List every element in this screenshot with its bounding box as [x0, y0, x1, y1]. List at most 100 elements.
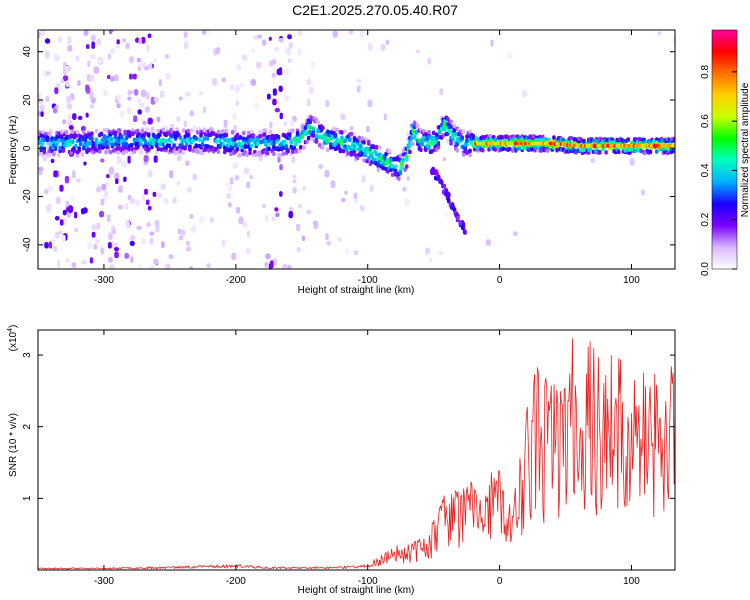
spectrogram-cell	[141, 238, 147, 246]
spectrogram-cell	[444, 212, 449, 218]
spectrogram-cell	[488, 134, 493, 139]
spectrogram-cell	[202, 30, 206, 35]
spectrogram-cell	[67, 45, 73, 52]
spectrogram-cell	[47, 149, 51, 154]
spectrogram-cell	[224, 132, 229, 138]
spectrogram-cell	[141, 36, 146, 44]
spectrogram-cell	[87, 241, 93, 250]
spectrogram-cell	[54, 231, 60, 239]
spectrogram-cell	[446, 138, 450, 144]
spectrogram-cell	[163, 198, 169, 205]
spectrogram-cell	[610, 140, 615, 145]
spectrogram-cell	[67, 36, 72, 45]
spectrogram-cell	[153, 58, 157, 63]
spectrogram-cell	[325, 100, 330, 108]
spectrogram-cell	[326, 241, 332, 246]
spectrogram-cell	[552, 135, 556, 140]
spectrogram-ytick-label: -40	[22, 237, 33, 252]
spectrogram-cell	[658, 31, 662, 36]
spectrogram-cell	[216, 47, 220, 55]
spectrogram-cell	[139, 138, 143, 143]
spectrogram-cell	[268, 129, 273, 135]
spectrogram-cell	[261, 39, 267, 46]
spectrogram-cell	[308, 86, 314, 95]
spectrogram-cell	[127, 155, 131, 164]
spectrogram-cell	[80, 208, 86, 215]
spectrogram-cell	[371, 144, 376, 149]
spectrogram-cell	[192, 173, 197, 181]
spectrogram-cell	[360, 136, 365, 141]
spectrogram-cell	[555, 147, 559, 153]
spectrogram-cell	[265, 151, 270, 156]
spectrogram-cell	[111, 228, 117, 235]
spectrogram-cell	[142, 120, 147, 126]
spectrogram-cell	[297, 148, 301, 154]
spectrogram-cell	[186, 187, 192, 193]
spectrogram-cell	[249, 175, 253, 180]
spectrogram-cell	[292, 174, 297, 179]
spectrogram-cell	[71, 139, 75, 144]
spectrogram-cell	[158, 132, 162, 137]
spectrogram-cell	[311, 129, 316, 135]
spectrogram-cell	[39, 104, 45, 113]
spectrogram-cell	[216, 129, 221, 135]
spectrogram-cell	[205, 136, 210, 141]
spectrogram-cell	[267, 93, 271, 100]
spectrogram-cell	[226, 192, 231, 199]
spectrogram-cell	[189, 266, 193, 269]
spectrogram-cell	[107, 74, 111, 80]
spectrogram-cell	[114, 251, 119, 259]
spectrogram-cell	[383, 113, 387, 121]
spectrogram-cell	[454, 131, 458, 137]
spectrogram-cell	[93, 66, 100, 74]
spectrogram-cell	[154, 143, 159, 148]
snr-plot-area	[38, 330, 675, 570]
spectrogram-cell	[386, 169, 390, 174]
spectrogram-cell	[346, 151, 350, 156]
spectrogram-cell	[411, 129, 415, 134]
spectrogram-cell	[270, 135, 274, 140]
spectrogram-cell	[238, 152, 243, 157]
spectrogram-cell	[288, 206, 294, 212]
spectrogram-cell	[278, 38, 284, 43]
spectrogram-cell	[117, 158, 123, 163]
spectrogram-cell	[52, 151, 56, 156]
spectrogram-cell	[108, 166, 115, 175]
spectrogram-cell	[147, 170, 153, 178]
spectrogram-cell	[155, 226, 160, 233]
spectrogram-cell	[279, 164, 283, 171]
spectrogram-cell	[507, 146, 512, 152]
spectrogram-cell	[124, 203, 129, 210]
spectrogram-cell	[199, 216, 205, 224]
spectrogram-cell	[433, 140, 437, 145]
spectrogram-cell	[238, 216, 244, 225]
spectrogram-cell	[104, 135, 108, 141]
spectrogram-cell	[427, 129, 431, 135]
spectrogram-cell	[302, 145, 306, 150]
spectrogram-cell	[332, 126, 336, 132]
spectrogram-cell	[150, 126, 155, 135]
spectrogram-cell	[56, 83, 61, 88]
spectrogram-cell	[94, 137, 99, 142]
snr-xtick-label: 100	[623, 576, 640, 587]
spectrogram-cell	[321, 145, 325, 150]
spectrogram-cell	[128, 133, 132, 138]
spectrogram-cell	[271, 72, 277, 78]
spectrogram-cell	[161, 241, 165, 249]
spectrogram-cell	[98, 58, 102, 64]
spectrogram-cell	[295, 131, 300, 136]
spectrogram-cell	[228, 186, 233, 192]
spectrogram-cell	[100, 198, 105, 206]
spectrogram-cell	[96, 222, 101, 230]
spectrogram-cell	[302, 185, 307, 191]
spectrogram-cell	[325, 147, 330, 153]
spectrogram-cell	[306, 135, 311, 141]
spectrogram-cell	[534, 137, 539, 143]
spectrogram-cell	[89, 74, 95, 82]
spectrogram-cell	[314, 133, 319, 139]
spectrogram-cell	[99, 131, 104, 137]
spectrogram-cell	[431, 136, 436, 141]
spectrogram-cell	[67, 205, 74, 214]
spectrogram-cell	[103, 89, 107, 97]
